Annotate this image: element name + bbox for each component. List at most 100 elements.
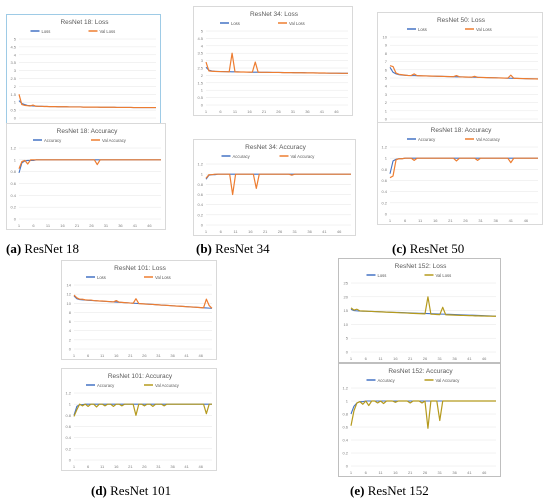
- c8-series-val-loss: [350, 296, 497, 317]
- c8-xtick-8: 41: [467, 356, 472, 361]
- c3-xtick-0: 1: [205, 229, 208, 234]
- c6-legend-label-0: Loss: [97, 275, 106, 280]
- c8-xtick-0: 1: [350, 356, 353, 361]
- c1-xtick-0: 1: [18, 223, 21, 228]
- c8-xtick-3: 16: [393, 356, 398, 361]
- c3-xtick-3: 16: [248, 229, 253, 234]
- c1-xtick-9: 46: [147, 223, 152, 228]
- c9-xtick-2: 11: [379, 470, 384, 475]
- c9-ytick-5: 1: [346, 399, 349, 404]
- c3-title: ResNet 34: Accuracy: [245, 144, 306, 151]
- c2-ytick-3: 1.5: [197, 80, 203, 85]
- c2-ytick-8: 4: [201, 43, 204, 48]
- c7-xtick-7: 36: [170, 464, 175, 469]
- c1-legend-label-1: Val Accuracy: [102, 138, 127, 143]
- c0-ytick-9: 4.5: [10, 44, 16, 49]
- c2-ytick-2: 1: [201, 88, 204, 93]
- c1-legend-label-0: Accuracy: [44, 138, 62, 143]
- c1-xtick-5: 26: [89, 223, 94, 228]
- c7-xtick-9: 46: [199, 464, 204, 469]
- c4-ytick-1: 1: [385, 108, 388, 113]
- c5-xtick-1: 6: [404, 218, 407, 223]
- c8-title: ResNet 152: Loss: [395, 263, 447, 270]
- c7-legend-label-1: Val Accuracy: [155, 383, 180, 388]
- c4-ytick-5: 5: [385, 76, 388, 81]
- c9-ytick-0: 0: [346, 464, 349, 469]
- c8-ytick-1: 5: [346, 336, 349, 341]
- c3-ytick-4: 0.8: [197, 182, 203, 187]
- chart-r34-loss: ResNet 34: Loss Loss Val Loss 0 0.5 1 1.5 2 2.5 3…: [197, 11, 348, 114]
- c9-xtick-3: 16: [393, 470, 398, 475]
- c5-xtick-3: 16: [433, 218, 438, 223]
- c2-xtick-2: 11: [233, 109, 238, 114]
- c3-xtick-2: 11: [234, 229, 239, 234]
- c4-ytick-3: 3: [385, 92, 388, 97]
- c6-title: ResNet 101: Loss: [114, 265, 166, 272]
- caption-a-text: ResNet 18: [21, 241, 79, 256]
- panel-r34-acc: ResNet 34: Accuracy Accuracy Val Accuracy 0…: [193, 139, 356, 236]
- c7-xtick-3: 16: [114, 464, 119, 469]
- c6-legend-label-1: Val Loss: [155, 275, 171, 280]
- c1-title: ResNet 18: Accuracy: [57, 128, 118, 135]
- caption-b-letter: (b): [196, 241, 212, 256]
- c5-xtick-8: 41: [509, 218, 514, 223]
- panel-r18-acc: ResNet 18: Accuracy Accuracy Val Accuracy 0…: [6, 123, 166, 230]
- c1-series-accuracy: [18, 159, 161, 174]
- c1-xtick-6: 31: [104, 223, 109, 228]
- c8-xtick-5: 26: [423, 356, 428, 361]
- caption-a-letter: (a): [6, 241, 22, 256]
- c1-xtick-1: 6: [32, 223, 35, 228]
- c6-xtick-4: 21: [128, 353, 133, 358]
- chart-r101-acc: ResNet 101: Accuracy Accuracy Val Accuracy…: [65, 373, 212, 469]
- c7-ytick-6: 1.2: [65, 391, 71, 396]
- panel-r50-acc: ResNet 18: Accuracy Accuracy Val Accuracy 0…: [377, 122, 543, 225]
- c3-xtick-7: 36: [307, 229, 312, 234]
- c5-ytick-2: 0.4: [381, 189, 387, 194]
- c1-ytick-0: 0: [14, 217, 17, 222]
- c2-xtick-4: 21: [262, 109, 267, 114]
- c9-series-accuracy: [350, 400, 496, 415]
- c0-ytick-7: 3.5: [10, 60, 16, 65]
- panel-r152-acc: ResNet 152: Accuracy Accuracy Val Accuracy…: [338, 363, 501, 477]
- c3-series-val-accuracy: [205, 173, 351, 196]
- c2-xtick-3: 16: [247, 109, 252, 114]
- c6-xtick-0: 1: [73, 353, 76, 358]
- c4-ytick-7: 7: [385, 59, 388, 64]
- c2-ytick-0: 0: [201, 103, 204, 108]
- c9-xtick-8: 41: [467, 470, 472, 475]
- c5-ytick-4: 0.8: [381, 167, 387, 172]
- c1-xtick-3: 16: [60, 223, 65, 228]
- caption-d-text: ResNet 101: [106, 483, 172, 498]
- c2-legend-label-0: Loss: [231, 21, 240, 26]
- c7-ytick-3: 0.6: [65, 424, 71, 429]
- chart-r34-acc: ResNet 34: Accuracy Accuracy Val Accuracy 0…: [197, 144, 351, 234]
- caption-c-text: ResNet 50: [406, 241, 465, 256]
- c7-xtick-6: 31: [156, 464, 161, 469]
- c1-ytick-3: 0.6: [10, 181, 16, 186]
- c8-xtick-9: 46: [482, 356, 487, 361]
- c9-ytick-3: 0.6: [342, 425, 348, 430]
- c5-ytick-3: 0.6: [381, 178, 387, 183]
- c6-ytick-5: 10: [67, 301, 72, 306]
- c8-series-loss: [350, 308, 497, 317]
- c5-title: ResNet 18: Accuracy: [431, 127, 492, 134]
- caption-e-letter: (e): [350, 483, 365, 498]
- c3-ytick-6: 1.2: [197, 162, 203, 167]
- c4-ytick-9: 9: [385, 43, 388, 48]
- c1-xtick-7: 36: [118, 223, 123, 228]
- c1-ytick-4: 0.8: [10, 169, 16, 174]
- c2-xtick-6: 31: [291, 109, 296, 114]
- c8-xtick-1: 6: [365, 356, 368, 361]
- c3-ytick-5: 1: [201, 172, 204, 177]
- c7-ytick-1: 0.2: [65, 446, 71, 451]
- c9-ytick-2: 0.4: [342, 438, 348, 443]
- c6-ytick-7: 14: [67, 283, 72, 288]
- c2-ytick-5: 2.5: [197, 66, 203, 71]
- c1-ytick-6: 1.2: [10, 146, 16, 151]
- c4-ytick-2: 2: [385, 100, 388, 105]
- c9-ytick-6: 1.2: [342, 386, 348, 391]
- caption-c-letter: (c): [392, 241, 407, 256]
- c4-legend-label-1: Val Loss: [476, 27, 492, 32]
